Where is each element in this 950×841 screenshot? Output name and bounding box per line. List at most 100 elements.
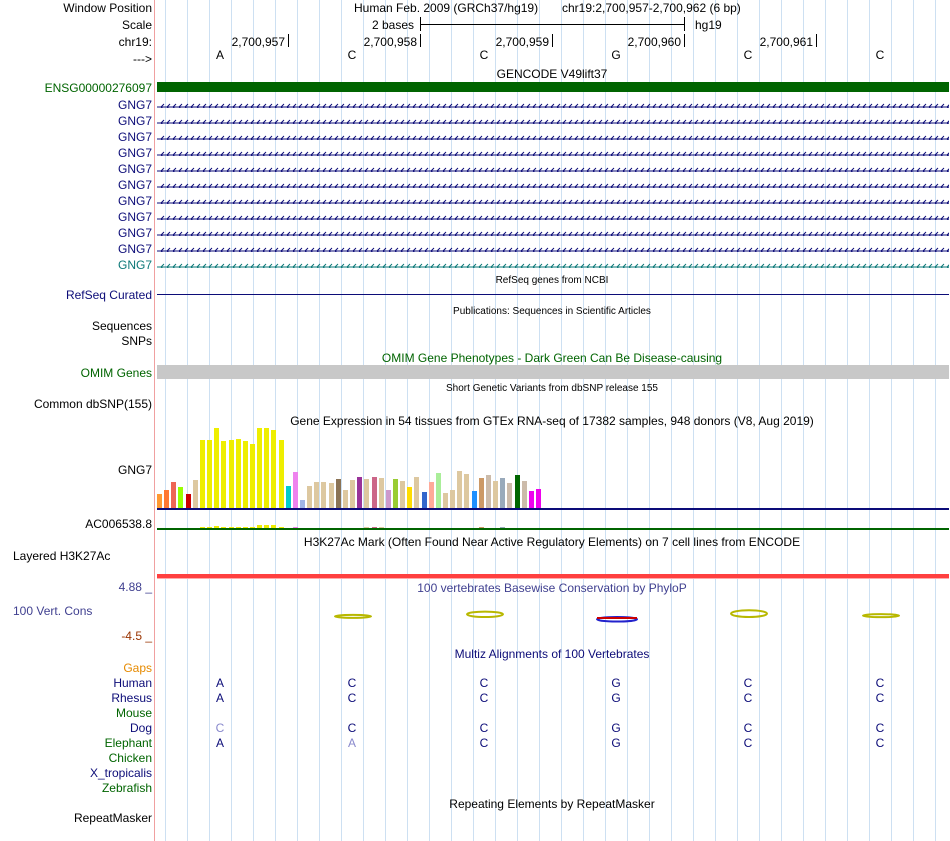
transcript-label[interactable]: GNG7 xyxy=(117,162,152,176)
gtex-tissue-bar[interactable] xyxy=(178,487,184,508)
omim-bar[interactable] xyxy=(157,365,949,379)
gtex-tissue-bar[interactable] xyxy=(157,493,162,508)
gtex-tissue-bar[interactable] xyxy=(307,485,313,508)
transcript-line[interactable] xyxy=(157,196,949,204)
transcript-line[interactable] xyxy=(157,228,949,236)
gtex-tissue-bar[interactable] xyxy=(199,440,205,508)
species-label[interactable]: Zebrafish xyxy=(101,781,152,795)
transcript-label[interactable]: GNG7 xyxy=(117,226,152,240)
gene-id-label[interactable]: ENSG00000276097 xyxy=(44,81,152,95)
gtex-tissue-bar[interactable] xyxy=(257,428,263,508)
gtex-ac-tissue-bar[interactable] xyxy=(278,526,284,528)
omim-label[interactable]: OMIM Genes xyxy=(80,366,152,380)
transcript-line[interactable] xyxy=(157,244,949,252)
transcript-label[interactable]: GNG7 xyxy=(117,242,152,256)
phylop-score[interactable] xyxy=(862,613,900,619)
gtex-ac-tissue-bar[interactable] xyxy=(364,527,370,528)
transcript-line[interactable] xyxy=(157,116,949,124)
gtex-tissue-bar[interactable] xyxy=(192,480,198,508)
gtex-ac-tissue-bar[interactable] xyxy=(271,525,277,528)
gtex-tissue-bar[interactable] xyxy=(421,492,427,508)
gtex-tissue-bar[interactable] xyxy=(507,483,513,508)
gtex-tissue-bar[interactable] xyxy=(214,428,220,508)
gene-bar[interactable] xyxy=(157,82,949,92)
gtex-tissue-bar[interactable] xyxy=(435,472,441,508)
gtex-ac-tissue-bar[interactable] xyxy=(199,526,205,528)
gtex-tissue-bar[interactable] xyxy=(164,490,170,508)
gtex-tissue-bar[interactable] xyxy=(500,477,506,508)
gtex-tissue-bar[interactable] xyxy=(493,480,499,508)
gtex-tissue-bar[interactable] xyxy=(528,491,534,508)
phylop-score[interactable] xyxy=(334,613,372,619)
gtex-tissue-bar[interactable] xyxy=(228,440,234,508)
gtex-ac-tissue-bar[interactable] xyxy=(371,527,377,528)
gtex-tissue-bar[interactable] xyxy=(207,440,213,508)
gtex-ac-tissue-bar[interactable] xyxy=(378,527,384,528)
phylop-score[interactable] xyxy=(730,609,768,618)
transcript-line[interactable] xyxy=(157,164,949,172)
h3k27ac-label[interactable]: Layered H3K27Ac xyxy=(13,549,111,563)
gtex-gng7-label[interactable]: GNG7 xyxy=(117,463,152,477)
gtex-tissue-bar[interactable] xyxy=(428,482,434,508)
gtex-tissue-bar[interactable] xyxy=(385,489,391,508)
gtex-tissue-bar[interactable] xyxy=(471,491,477,508)
species-label[interactable]: Dog xyxy=(129,721,152,735)
gtex-tissue-bar[interactable] xyxy=(285,486,291,508)
gtex-ac-bar-chart[interactable] xyxy=(157,518,949,528)
gtex-ac-tissue-bar[interactable] xyxy=(249,526,255,528)
species-label[interactable]: Elephant xyxy=(104,736,152,750)
gtex-tissue-bar[interactable] xyxy=(514,475,520,508)
repeatmasker-label[interactable]: RepeatMasker xyxy=(73,811,152,825)
gtex-tissue-bar[interactable] xyxy=(335,479,341,508)
gtex-tissue-bar[interactable] xyxy=(185,494,191,508)
gtex-tissue-bar[interactable] xyxy=(271,429,277,508)
gtex-tissue-bar[interactable] xyxy=(450,490,456,508)
gtex-tissue-bar[interactable] xyxy=(264,428,270,508)
gtex-tissue-bar[interactable] xyxy=(221,440,227,508)
gtex-ac-tissue-bar[interactable] xyxy=(242,526,248,528)
position-text[interactable]: chr19:2,700,957-2,700,962 (6 bp) xyxy=(562,1,741,15)
gtex-tissue-bar[interactable] xyxy=(364,479,370,508)
gtex-tissue-bar[interactable] xyxy=(414,476,420,508)
transcript-line[interactable] xyxy=(157,212,949,220)
gtex-tissue-bar[interactable] xyxy=(378,477,384,508)
gtex-tissue-bar[interactable] xyxy=(457,471,463,508)
gtex-tissue-bar[interactable] xyxy=(292,472,298,508)
gtex-tissue-bar[interactable] xyxy=(300,500,305,508)
gtex-ac-tissue-bar[interactable] xyxy=(235,526,241,528)
gtex-ac-tissue-bar[interactable] xyxy=(478,527,484,528)
transcript-line[interactable] xyxy=(157,180,949,188)
gtex-ac-tissue-bar[interactable] xyxy=(221,526,227,528)
transcript-line[interactable] xyxy=(157,148,949,156)
gtex-tissue-bar[interactable] xyxy=(521,480,527,508)
gtex-tissue-bar[interactable] xyxy=(485,475,491,508)
gtex-tissue-bar[interactable] xyxy=(443,492,448,508)
gtex-tissue-bar[interactable] xyxy=(357,476,363,508)
gtex-tissue-bar[interactable] xyxy=(314,481,320,508)
gtex-tissue-bar[interactable] xyxy=(400,480,406,508)
gtex-ac-tissue-bar[interactable] xyxy=(500,527,506,528)
transcript-line[interactable] xyxy=(157,100,949,108)
phylop-score[interactable] xyxy=(596,616,638,623)
species-label[interactable]: Chicken xyxy=(108,751,152,765)
gtex-tissue-bar[interactable] xyxy=(464,474,470,508)
gtex-tissue-bar[interactable] xyxy=(342,489,348,508)
gtex-tissue-bar[interactable] xyxy=(321,481,327,508)
transcript-label[interactable]: GNG7 xyxy=(117,210,152,224)
transcript-label[interactable]: GNG7 xyxy=(117,178,152,192)
phylop-score[interactable] xyxy=(466,610,504,618)
transcript-line[interactable] xyxy=(157,132,949,140)
gtex-ac-tissue-bar[interactable] xyxy=(264,525,270,528)
gtex-tissue-bar[interactable] xyxy=(535,488,541,508)
transcript-line[interactable] xyxy=(157,260,949,268)
transcript-label[interactable]: GNG7 xyxy=(117,98,152,112)
gtex-tissue-bar[interactable] xyxy=(371,476,377,508)
transcript-label[interactable]: GNG7 xyxy=(117,194,152,208)
sequences-label[interactable]: Sequences xyxy=(91,319,152,333)
transcript-label[interactable]: GNG7 xyxy=(117,114,152,128)
gtex-tissue-bar[interactable] xyxy=(392,479,398,508)
species-label[interactable]: X_tropicalis xyxy=(89,766,152,780)
gtex-ac-label[interactable]: AC006538.8 xyxy=(85,517,152,531)
species-label[interactable]: Human xyxy=(113,676,152,690)
